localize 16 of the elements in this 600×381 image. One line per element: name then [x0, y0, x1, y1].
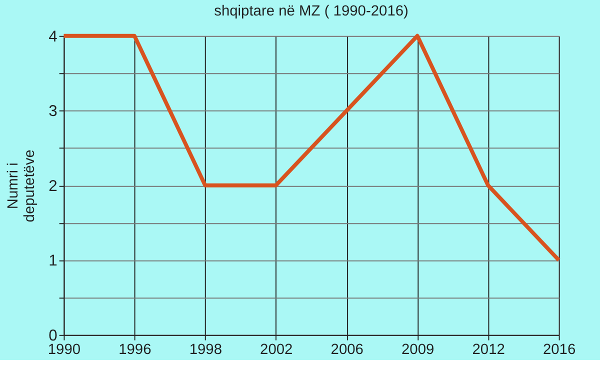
- y-tick-label: 4: [48, 28, 58, 46]
- y-tick-label: 1: [48, 252, 58, 270]
- x-tick-label: 2006: [330, 342, 364, 358]
- y-tick-label: 2: [48, 178, 58, 195]
- x-tick-label: 2016: [542, 342, 576, 358]
- y-tick-label: 3: [48, 103, 58, 120]
- x-tick-label: 2002: [260, 342, 293, 358]
- x-tick-label: 1998: [189, 342, 222, 358]
- x-tick-label: 1996: [118, 342, 152, 358]
- line-series: [62, 34, 561, 262]
- x-tick-label: 2012: [472, 342, 505, 358]
- x-tick-label: 2009: [402, 342, 434, 358]
- x-tick-label: 1990: [48, 342, 81, 358]
- y-axis-title: Numri i deputetëve: [5, 150, 38, 222]
- y-tick-label: 0: [48, 327, 58, 344]
- chart-title: shqiptare në MZ ( 1990-2016): [214, 3, 408, 20]
